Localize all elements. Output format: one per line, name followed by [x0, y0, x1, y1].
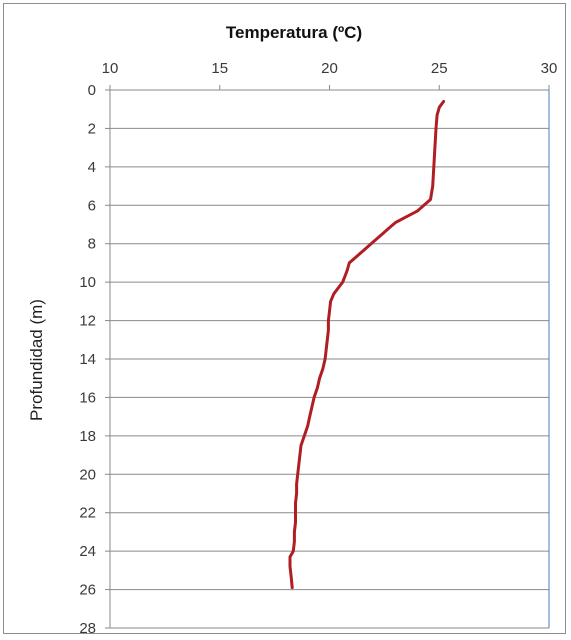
series-line-0 [288, 100, 446, 590]
y-tick-label-24: 24 [79, 543, 96, 560]
y-tick-label-22: 22 [79, 505, 96, 522]
y-tick-label-2: 2 [88, 120, 96, 137]
y-tick-label-16: 16 [79, 389, 96, 406]
y-tick-label-20: 20 [79, 466, 96, 483]
y-tick-label-28: 28 [79, 620, 96, 635]
y-tick-label-18: 18 [79, 428, 96, 445]
y-tick-label-0: 0 [88, 82, 96, 99]
x-tick-label-30: 30 [541, 60, 558, 77]
x-tick-label-15: 15 [211, 60, 228, 77]
y-tick-label-12: 12 [79, 313, 96, 330]
x-tick-label-25: 25 [431, 60, 448, 77]
grid-layer [110, 89, 549, 629]
axis-layer [105, 85, 550, 629]
chart-frame: Temperatura (ºC) Profundidad (m) 10 15 20 2… [3, 3, 566, 637]
y-tick-label-26: 26 [79, 582, 96, 599]
y-tick-label-14: 14 [79, 351, 96, 368]
temperature-depth-chart: Temperatura (ºC) Profundidad (m) 10 15 20 2… [27, 23, 558, 637]
x-tick-labels: 10 15 20 25 30 [102, 60, 558, 77]
y-tick-label-6: 6 [88, 197, 96, 214]
series-layer [288, 100, 446, 590]
x-tick-label-10: 10 [102, 60, 119, 77]
y-axis-title: Profundidad (m) [27, 299, 46, 421]
chart-title: Temperatura (ºC) [226, 23, 362, 42]
y-tick-label-4: 4 [88, 159, 96, 176]
y-tick-label-8: 8 [88, 236, 96, 253]
y-tick-label-10: 10 [79, 274, 96, 291]
x-tick-label-20: 20 [321, 60, 338, 77]
